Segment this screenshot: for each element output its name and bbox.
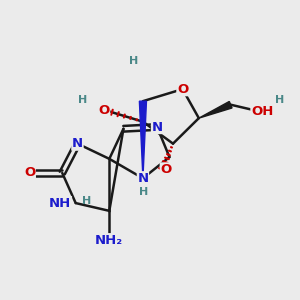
Text: N: N [152, 121, 163, 134]
Text: OH: OH [251, 105, 273, 118]
Text: N: N [137, 172, 148, 185]
Text: H: H [139, 187, 148, 197]
Text: O: O [98, 104, 110, 117]
Text: H: H [78, 95, 87, 105]
Text: N: N [72, 137, 83, 150]
Text: H: H [274, 95, 284, 105]
Text: H: H [130, 56, 139, 66]
Text: O: O [160, 163, 172, 176]
Text: O: O [177, 82, 188, 96]
Polygon shape [199, 101, 232, 118]
Text: NH₂: NH₂ [95, 234, 123, 247]
Polygon shape [140, 101, 146, 178]
Text: O: O [24, 167, 35, 179]
Text: H: H [82, 196, 91, 206]
Text: NH: NH [49, 196, 71, 210]
